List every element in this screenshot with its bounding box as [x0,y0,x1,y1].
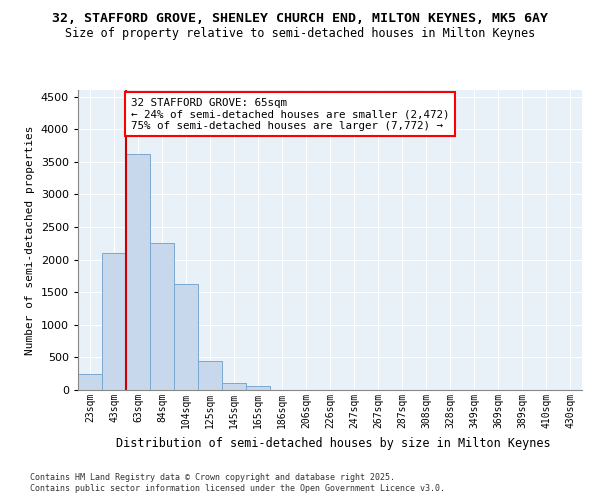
Text: Size of property relative to semi-detached houses in Milton Keynes: Size of property relative to semi-detach… [65,28,535,40]
Y-axis label: Number of semi-detached properties: Number of semi-detached properties [25,125,35,355]
Bar [222,384,246,390]
Bar [102,253,126,390]
Text: Distribution of semi-detached houses by size in Milton Keynes: Distribution of semi-detached houses by … [116,438,550,450]
Bar [150,244,174,390]
Bar [126,154,150,390]
Bar [174,284,198,390]
Text: Contains public sector information licensed under the Open Government Licence v3: Contains public sector information licen… [30,484,445,493]
Bar [78,374,102,390]
Text: 32, STAFFORD GROVE, SHENLEY CHURCH END, MILTON KEYNES, MK5 6AY: 32, STAFFORD GROVE, SHENLEY CHURCH END, … [52,12,548,26]
Text: Contains HM Land Registry data © Crown copyright and database right 2025.: Contains HM Land Registry data © Crown c… [30,472,395,482]
Bar [246,386,270,390]
Text: 32 STAFFORD GROVE: 65sqm
← 24% of semi-detached houses are smaller (2,472)
75% o: 32 STAFFORD GROVE: 65sqm ← 24% of semi-d… [131,98,449,131]
Bar [198,360,222,390]
